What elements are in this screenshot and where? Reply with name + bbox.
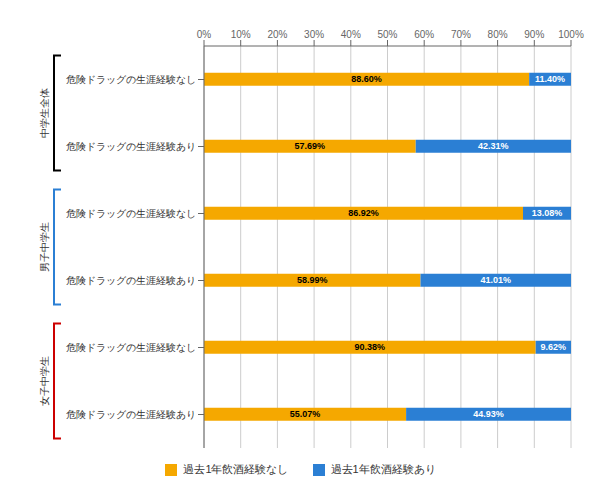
svg-text:危険ドラッグの生涯経験あり: 危険ドラッグの生涯経験あり [66,409,196,420]
svg-text:男子中学生: 男子中学生 [39,222,50,272]
svg-text:0%: 0% [197,29,212,40]
svg-text:20%: 20% [267,29,287,40]
svg-text:30%: 30% [304,29,324,40]
svg-text:10%: 10% [231,29,251,40]
svg-text:危険ドラッグの生涯経験あり: 危険ドラッグの生涯経験あり [66,275,196,286]
svg-text:40%: 40% [341,29,361,40]
svg-text:42.31%: 42.31% [478,141,509,151]
svg-text:70%: 70% [451,29,471,40]
svg-text:90%: 90% [524,29,544,40]
svg-text:44.93%: 44.93% [473,409,504,419]
svg-text:90.38%: 90.38% [355,342,386,352]
svg-text:9.62%: 9.62% [541,342,567,352]
svg-text:60%: 60% [414,29,434,40]
svg-text:50%: 50% [377,29,397,40]
svg-text:危険ドラッグの生涯経験なし: 危険ドラッグの生涯経験なし [66,74,196,85]
svg-text:100%: 100% [558,29,584,40]
svg-text:中学生全体: 中学生全体 [39,88,50,138]
svg-text:58.99%: 58.99% [297,275,328,285]
svg-text:女子中学生: 女子中学生 [39,356,50,406]
svg-text:88.60%: 88.60% [351,74,382,84]
svg-text:41.01%: 41.01% [480,275,511,285]
svg-text:57.69%: 57.69% [295,141,326,151]
html-text:過去1年飲酒経験なし: 過去1年飲酒経験なし [183,463,289,475]
svg-text:86.92%: 86.92% [348,208,379,218]
svg-text:危険ドラッグの生涯経験なし: 危険ドラッグの生涯経験なし [66,208,196,219]
html-text:過去1年飲酒経験あり: 過去1年飲酒経験あり [330,463,436,475]
svg-text:80%: 80% [488,29,508,40]
svg-text:55.07%: 55.07% [290,409,321,419]
svg-text:11.40%: 11.40% [535,74,565,84]
svg-text:危険ドラッグの生涯経験あり: 危険ドラッグの生涯経験あり [66,141,196,152]
svg-text:危険ドラッグの生涯経験なし: 危険ドラッグの生涯経験なし [66,342,196,353]
svg-text:13.08%: 13.08% [532,208,563,218]
